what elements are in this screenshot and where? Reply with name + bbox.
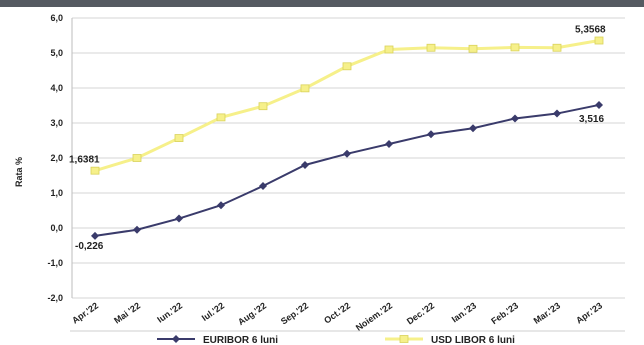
- data-point: [469, 124, 477, 133]
- y-axis-ticks: 6,0 5,0 4,0 3,0 2,0 1,0 0,0 -1,0 -2,0: [47, 13, 63, 303]
- data-point: [133, 225, 141, 234]
- data-point: [468, 44, 478, 53]
- x-tick-label: Sep.'22: [279, 300, 310, 326]
- data-point: [132, 154, 142, 162]
- x-axis-ticks: Apr.'22 Mai '22 Iun.'22 Iul.'22 Aug.'22 Sep.'…: [70, 300, 604, 332]
- y-tick-label: 0,0: [50, 223, 63, 233]
- data-point: [217, 201, 225, 210]
- legend-label: USD LIBOR 6 luni: [431, 335, 515, 345]
- legend: EURIBOR 6 luni USD LIBOR 6 luni: [70, 330, 625, 345]
- top-border-bar: [0, 0, 644, 7]
- y-tick-label: 4,0: [50, 83, 63, 93]
- x-tick-label: Feb.'23: [489, 300, 520, 326]
- x-tick-label: Apr.'23: [574, 300, 604, 325]
- x-tick-label: Apr.'22: [70, 300, 100, 325]
- data-label: -0,226: [75, 241, 104, 252]
- data-point: [258, 102, 268, 111]
- grid-lines: [71, 17, 625, 299]
- data-point: [511, 114, 519, 123]
- data-point: [301, 161, 309, 169]
- y-tick-label: 2,0: [50, 153, 63, 163]
- data-point: [342, 62, 352, 71]
- data-point: [384, 45, 394, 54]
- x-tick-label: Mar.'23: [532, 300, 562, 325]
- data-point: [175, 214, 183, 223]
- y-tick-label: -2,0: [47, 293, 63, 303]
- x-tick-label: Ian.'23: [450, 300, 478, 324]
- data-point: [427, 130, 435, 139]
- series-line-euribor: [94, 103, 600, 237]
- legend-label: EURIBOR 6 luni: [203, 335, 278, 345]
- y-tick-label: 6,0: [50, 13, 63, 23]
- x-tick-label: Dec.'22: [405, 300, 436, 326]
- y-tick-label: 1,0: [50, 188, 63, 198]
- data-labels: -0,226 3,516 1,6381 5,3568: [69, 25, 606, 252]
- data-point: [426, 43, 436, 52]
- data-label: 1,6381: [69, 155, 100, 166]
- data-point: [91, 231, 99, 240]
- legend-swatch-marker: [399, 335, 409, 343]
- y-tick-label: 3,0: [50, 118, 63, 128]
- x-tick-label: Iun.'22: [155, 300, 184, 324]
- x-tick-label: Mai '22: [112, 300, 142, 325]
- data-point: [174, 134, 184, 142]
- data-point: [552, 43, 562, 52]
- data-point: [259, 182, 267, 190]
- data-point: [300, 84, 310, 93]
- x-tick-label: Noiem.'22: [354, 300, 394, 332]
- x-tick-label: Oct.'22: [322, 300, 352, 325]
- legend-swatch-marker: [172, 335, 180, 343]
- y-tick-label: 5,0: [50, 48, 63, 58]
- data-point: [216, 113, 226, 122]
- y-axis-label: Rata %: [14, 157, 24, 187]
- data-label: 5,3568: [575, 25, 606, 36]
- x-tick-label: Aug.'22: [236, 300, 268, 327]
- data-point: [595, 100, 603, 109]
- y-tick-label: -1,0: [47, 258, 63, 268]
- data-point: [90, 166, 100, 175]
- data-point: [553, 109, 561, 118]
- data-point: [510, 43, 520, 52]
- data-point: [385, 140, 393, 148]
- x-tick-label: Iul.'22: [200, 300, 226, 323]
- data-label: 3,516: [579, 114, 604, 125]
- data-point: [343, 149, 351, 158]
- data-point: [594, 36, 604, 45]
- series-group: [90, 36, 604, 240]
